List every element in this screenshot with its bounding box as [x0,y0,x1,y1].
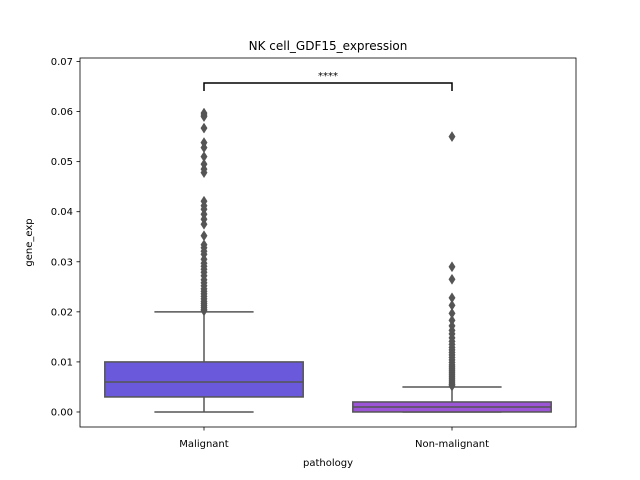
y-tick-label: 0.02 [51,307,73,318]
outlier-point [200,305,208,317]
chart-title: NK cell_GDF15_expression [249,39,408,53]
significance-label: **** [318,71,338,82]
y-tick-label: 0.01 [51,357,73,368]
y-tick-label: 0.06 [51,107,73,118]
y-tick-label: 0.07 [51,57,73,68]
outlier-point [448,261,456,273]
outlier-point [448,131,456,143]
outlier-point [200,218,208,230]
significance-annotation: **** [203,71,453,92]
x-axis: Malignant Non-malignant [179,427,489,450]
box [104,361,304,398]
y-axis: 0.00 0.01 0.02 0.03 0.04 0.05 0.06 0.07 [51,57,80,418]
outlier-point [200,111,208,123]
plot-content [104,107,552,413]
box-group-malignant [104,107,304,413]
x-tick-label: Non-malignant [415,439,489,450]
outlier-point [448,380,456,392]
significance-bracket [203,82,453,92]
y-axis-label: gene_exp [24,218,35,266]
y-tick-label: 0.00 [51,407,73,418]
outlier-point [200,167,208,179]
x-axis-label: pathology [303,458,353,469]
y-tick-label: 0.04 [51,207,73,218]
outlier-point [200,122,208,134]
plot-frame [79,57,577,428]
outlier-point [448,273,456,285]
y-tick-label: 0.05 [51,157,73,168]
y-tick-label: 0.03 [51,257,73,268]
outlier-point [200,230,208,242]
x-tick-label: Malignant [179,439,228,450]
box-group-non-malignant [352,131,552,413]
